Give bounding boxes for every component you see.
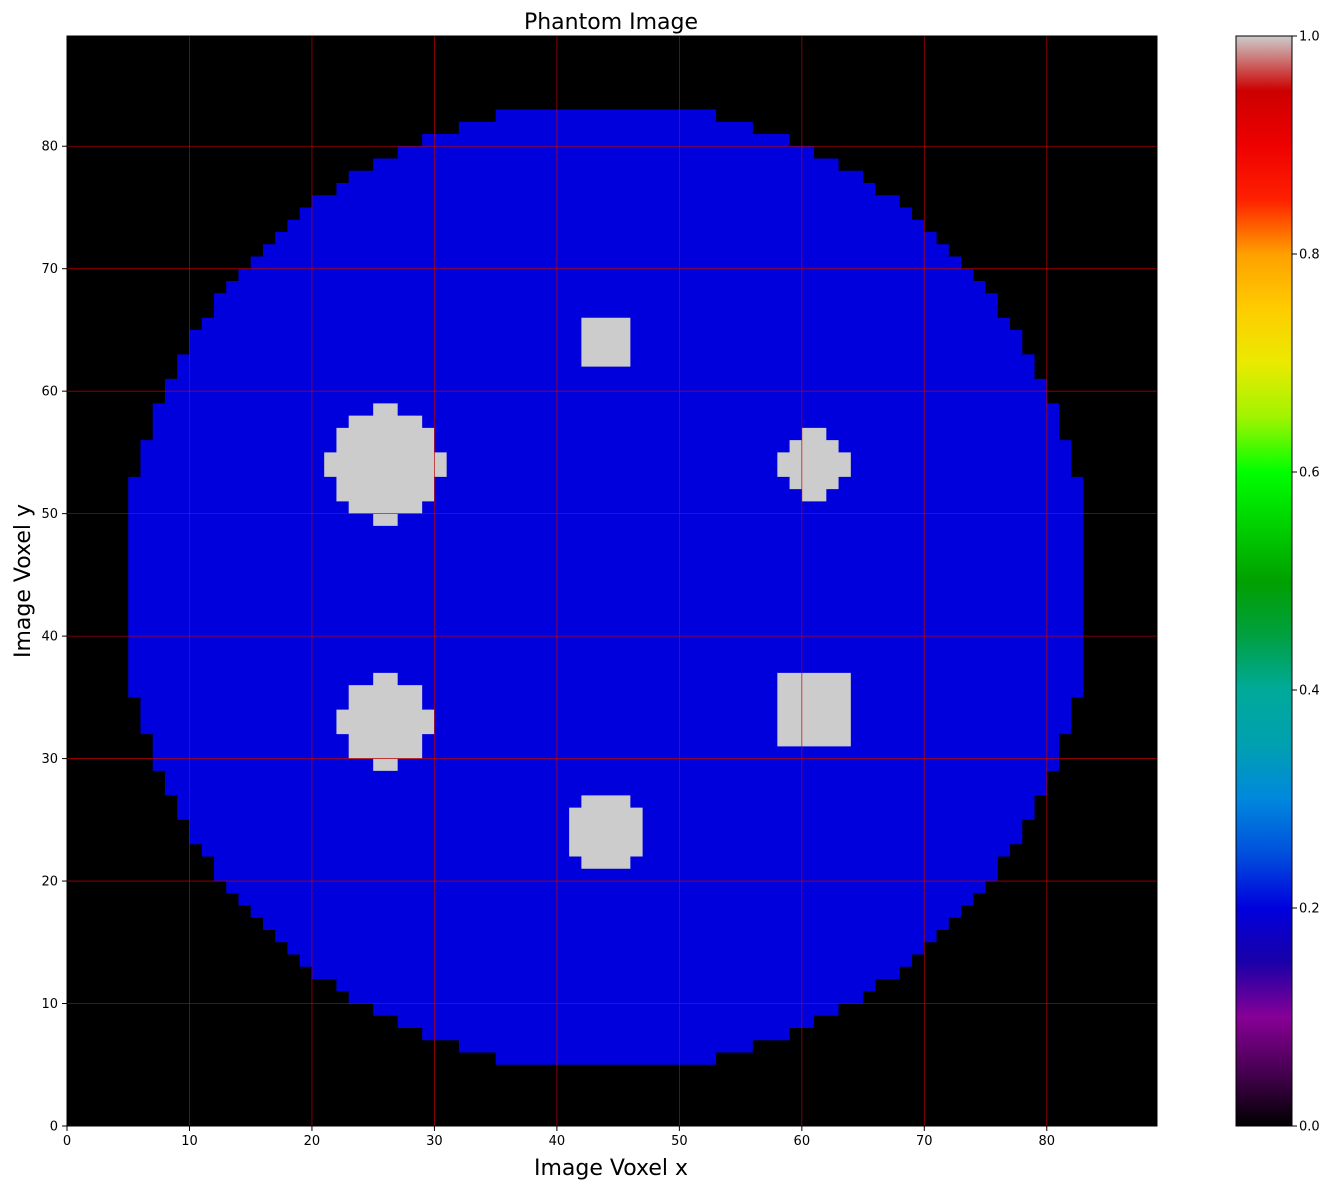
insert-disk-1: [324, 403, 447, 526]
y-tick-label: 60: [41, 385, 58, 400]
y-tick-label: 30: [41, 752, 58, 767]
colorbar-tick-label: 0.2: [1299, 902, 1320, 917]
colorbar-tick-label: 0.8: [1299, 248, 1320, 263]
x-axis-label: Image Voxel x: [534, 1156, 688, 1181]
insert-square-5: [581, 317, 631, 367]
colorbar-ticks: 0.0 0.2 0.4 0.6 0.8 1.0: [1292, 30, 1320, 1135]
y-axis-label: Image Voxel y: [11, 504, 36, 658]
x-tick-label: 30: [426, 1134, 443, 1149]
colorbar-tick-label: 0.0: [1299, 1120, 1320, 1135]
x-tick-label: 10: [181, 1134, 198, 1149]
y-tick-label: 50: [41, 507, 58, 522]
colorbar-tick-label: 1.0: [1299, 30, 1320, 45]
insert-square-6: [777, 672, 851, 747]
x-axis: 0 10 20 30 40 50 60 70 80: [63, 1126, 1055, 1149]
insert-disk-3: [569, 795, 643, 869]
colorbar: 0.0 0.2 0.4 0.6 0.8 1.0: [1235, 30, 1320, 1135]
y-tick-label: 80: [41, 140, 58, 155]
colorbar-tick-label: 0.4: [1299, 684, 1320, 699]
x-tick-label: 50: [671, 1134, 688, 1149]
colorbar-gradient: [1235, 35, 1293, 1127]
y-tick-label: 70: [41, 262, 58, 277]
y-tick-label: 0: [50, 1120, 58, 1135]
hot-inserts: [324, 317, 851, 869]
plot-area: [66, 35, 1158, 1127]
y-tick-label: 40: [41, 630, 58, 645]
insert-disk-4: [777, 427, 851, 502]
x-tick-label: 0: [63, 1134, 71, 1149]
x-tick-label: 70: [916, 1134, 933, 1149]
insert-disk-2: [336, 672, 435, 771]
plot-frame: [66, 35, 1158, 1127]
x-tick-label: 60: [794, 1134, 811, 1149]
x-tick-label: 20: [304, 1134, 321, 1149]
y-tick-label: 10: [41, 997, 58, 1012]
phantom-disk: [128, 109, 1084, 1065]
x-tick-label: 80: [1039, 1134, 1056, 1149]
chart-title: Phantom Image: [524, 10, 698, 35]
colorbar-tick-label: 0.6: [1299, 466, 1320, 481]
y-axis: 0 10 20 30 40 50 60 70 80: [41, 140, 67, 1135]
y-tick-label: 20: [41, 875, 58, 890]
x-tick-label: 40: [549, 1134, 566, 1149]
